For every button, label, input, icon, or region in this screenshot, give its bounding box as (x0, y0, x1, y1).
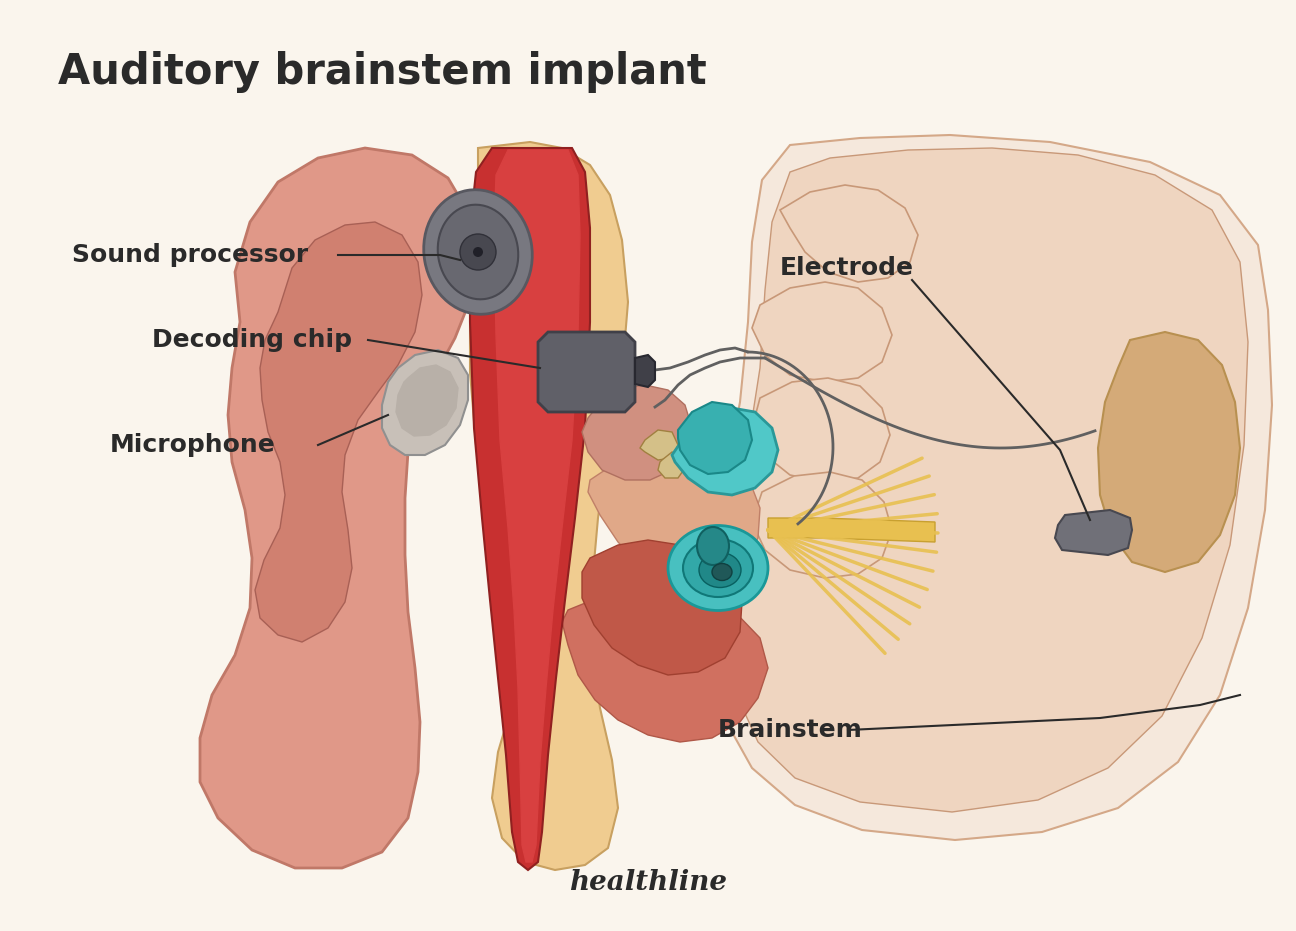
Circle shape (473, 247, 483, 257)
Polygon shape (710, 135, 1271, 840)
Ellipse shape (697, 527, 728, 565)
Ellipse shape (438, 205, 518, 299)
Text: Auditory brainstem implant: Auditory brainstem implant (58, 51, 706, 93)
Polygon shape (780, 185, 918, 282)
Polygon shape (470, 148, 590, 870)
Text: healthline: healthline (569, 869, 727, 896)
Polygon shape (678, 402, 752, 474)
Text: Sound processor: Sound processor (73, 243, 308, 267)
Polygon shape (382, 350, 468, 455)
Polygon shape (470, 142, 629, 870)
Polygon shape (562, 590, 769, 742)
Ellipse shape (699, 552, 741, 587)
Polygon shape (582, 540, 743, 675)
Polygon shape (673, 408, 778, 495)
Polygon shape (658, 452, 686, 478)
Polygon shape (728, 148, 1248, 812)
Text: Electrode: Electrode (780, 256, 914, 280)
Polygon shape (588, 450, 759, 585)
Polygon shape (752, 472, 892, 578)
Text: Decoding chip: Decoding chip (152, 328, 353, 352)
Polygon shape (582, 385, 692, 480)
Polygon shape (255, 222, 422, 642)
Polygon shape (752, 378, 890, 482)
Circle shape (460, 234, 496, 270)
Ellipse shape (683, 539, 753, 597)
Polygon shape (1055, 510, 1131, 555)
Polygon shape (1098, 332, 1240, 572)
Ellipse shape (424, 190, 533, 315)
Polygon shape (538, 332, 635, 412)
Ellipse shape (712, 563, 732, 581)
Polygon shape (635, 355, 654, 387)
Polygon shape (640, 430, 678, 460)
Polygon shape (397, 365, 457, 436)
Polygon shape (200, 148, 476, 868)
Polygon shape (494, 150, 581, 862)
Polygon shape (752, 282, 892, 382)
Polygon shape (769, 518, 934, 542)
Ellipse shape (667, 525, 769, 611)
Text: Brainstem: Brainstem (718, 718, 863, 742)
Text: Microphone: Microphone (110, 433, 276, 457)
